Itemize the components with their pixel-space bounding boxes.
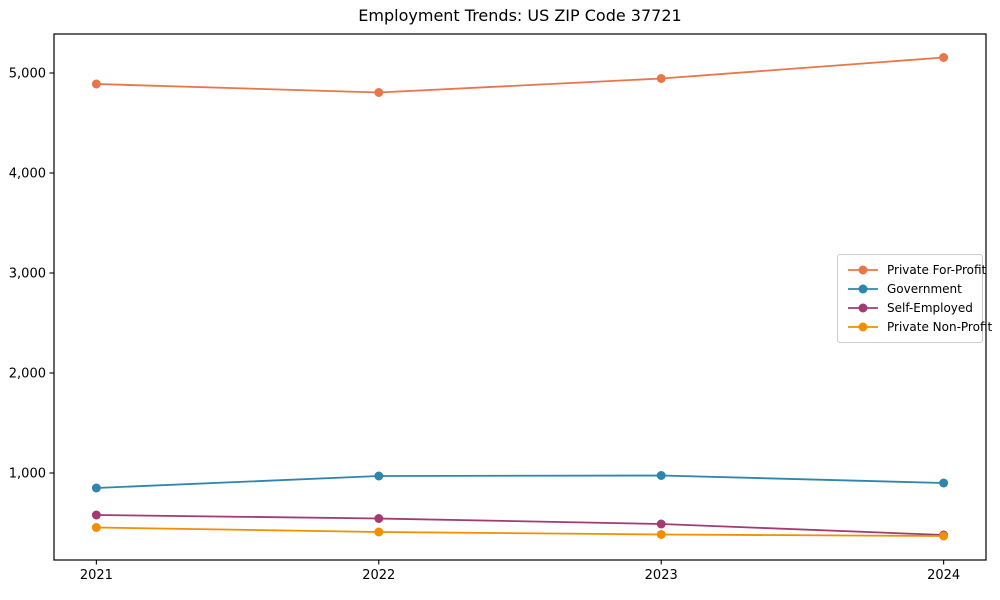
x-tick-label: 2023 (645, 568, 678, 583)
series-line-private-for-profit (96, 56, 944, 94)
y-tick-label: 1,000 (9, 467, 46, 482)
data-point (939, 531, 949, 541)
y-tick-label: 3,000 (9, 267, 46, 282)
y-tick-label: 5,000 (9, 67, 46, 82)
legend-label: Private For-Profit (887, 263, 987, 278)
data-point (374, 471, 384, 481)
data-point (656, 519, 666, 529)
data-point (91, 79, 101, 89)
data-point (91, 523, 101, 532)
legend-marker-icon (848, 322, 878, 332)
x-tick-label: 2022 (362, 568, 395, 583)
chart-title: Employment Trends: US ZIP Code 37721 (358, 6, 682, 25)
axes-spines (53, 33, 987, 561)
data-point (91, 510, 101, 520)
y-tick-label: 4,000 (9, 167, 46, 182)
data-point (374, 514, 384, 523)
series-line-government (96, 474, 944, 489)
legend-entry: Self-Employed (847, 299, 976, 318)
y-tick-label: 2,000 (9, 367, 46, 382)
legend: Private For-Profit Government Self-Employe… (837, 254, 992, 343)
data-point (656, 530, 666, 539)
data-point (656, 471, 666, 480)
series-line-private-non-profit (96, 526, 944, 537)
legend-entry: Private Non-Profit (847, 317, 992, 336)
legend-marker-icon (848, 265, 878, 275)
data-point (374, 527, 384, 537)
data-point (374, 88, 384, 97)
legend-label: Government (887, 282, 962, 297)
data-point (656, 74, 666, 83)
data-point (91, 483, 101, 493)
legend-entry: Private For-Profit (847, 261, 986, 280)
x-tick-label: 2021 (80, 568, 113, 583)
legend-label: Private Non-Profit (887, 319, 993, 334)
x-tick-label: 2024 (927, 568, 960, 583)
data-point (939, 478, 949, 488)
legend-label: Self-Employed (887, 300, 973, 315)
data-point (939, 53, 949, 62)
series-line-self-employed (96, 514, 944, 536)
legend-marker-icon (848, 284, 878, 294)
legend-entry: Government (847, 280, 976, 299)
legend-marker-icon (848, 303, 878, 313)
